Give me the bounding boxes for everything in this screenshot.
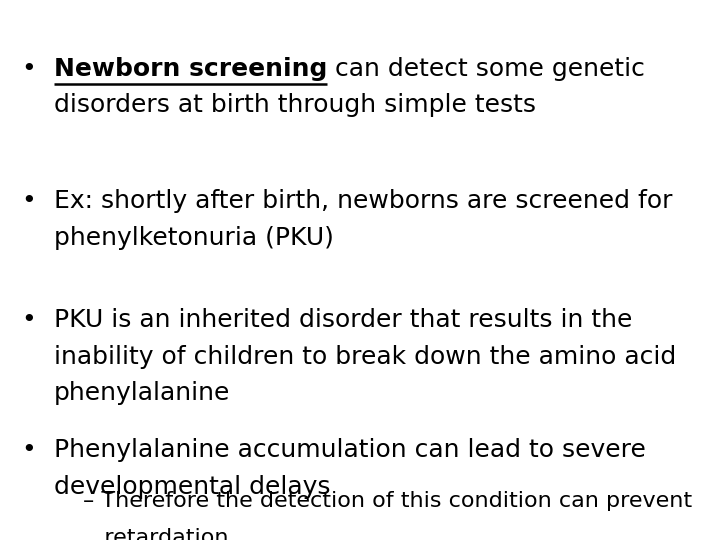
Text: •: • [22, 438, 36, 462]
Text: phenylketonuria (PKU): phenylketonuria (PKU) [54, 226, 334, 249]
Text: phenylalanine: phenylalanine [54, 381, 230, 405]
Text: •: • [22, 308, 36, 332]
Text: – Therefore the detection of this condition can prevent: – Therefore the detection of this condit… [83, 491, 692, 511]
Text: Ex: shortly after birth, newborns are screened for: Ex: shortly after birth, newborns are sc… [54, 189, 672, 213]
Text: can detect some genetic: can detect some genetic [328, 57, 645, 80]
Text: •: • [22, 189, 36, 213]
Text: developmental delays: developmental delays [54, 475, 330, 499]
Text: retardation: retardation [83, 528, 228, 540]
Text: •: • [22, 57, 36, 80]
Text: Newborn screening: Newborn screening [54, 57, 328, 80]
Text: Phenylalanine accumulation can lead to severe: Phenylalanine accumulation can lead to s… [54, 438, 646, 462]
Text: disorders at birth through simple tests: disorders at birth through simple tests [54, 93, 536, 117]
Text: PKU is an inherited disorder that results in the: PKU is an inherited disorder that result… [54, 308, 632, 332]
Text: inability of children to break down the amino acid: inability of children to break down the … [54, 345, 676, 368]
